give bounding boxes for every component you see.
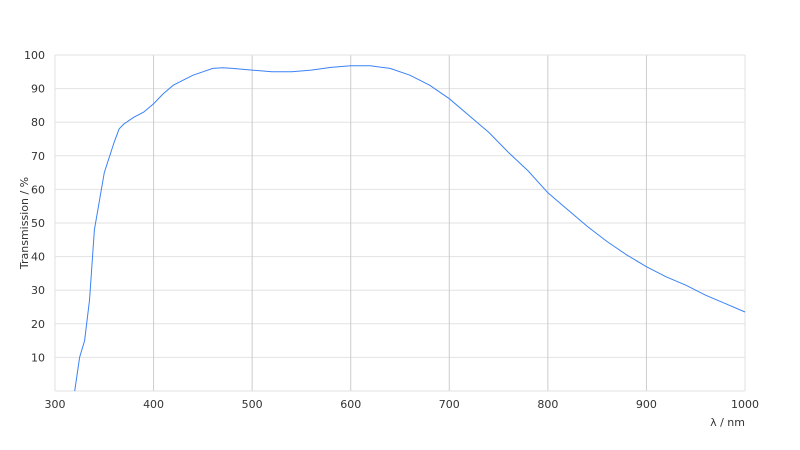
x-tick-label: 800 (537, 398, 558, 411)
x-tick-label: 700 (439, 398, 460, 411)
x-tick-label: 1000 (731, 398, 759, 411)
x-tick-label: 400 (143, 398, 164, 411)
x-tick-label: 300 (45, 398, 66, 411)
x-tick-label: 900 (636, 398, 657, 411)
grid (54, 54, 746, 392)
y-tick-label: 90 (31, 83, 45, 96)
transmission-curve (74, 65, 746, 392)
x-tick-label: 600 (340, 398, 361, 411)
y-tick-label: 40 (31, 251, 45, 264)
y-tick-label: 30 (31, 284, 45, 297)
y-tick-label: 60 (31, 183, 45, 196)
y-tick-label: 80 (31, 116, 45, 129)
y-axis-label: Transmission / % (18, 177, 31, 270)
y-tick-label: 10 (31, 351, 45, 364)
y-tick-label: 100 (24, 49, 45, 62)
y-tick-label: 50 (31, 217, 45, 230)
y-tick-label: 70 (31, 150, 45, 163)
tick-labels: 10 20 30 40 50 60 70 80 90 100 300 400 500 600 700 800 9… (24, 49, 759, 411)
y-tick-label: 20 (31, 318, 45, 331)
x-tick-label: 500 (242, 398, 263, 411)
x-axis-label: λ / nm (710, 416, 745, 429)
